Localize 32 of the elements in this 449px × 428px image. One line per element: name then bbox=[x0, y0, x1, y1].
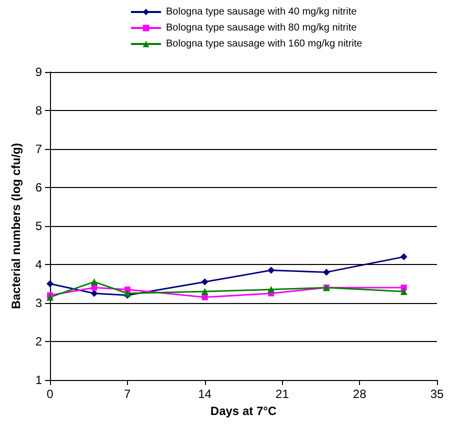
point bbox=[400, 253, 408, 260]
y-tick-label: 2 bbox=[35, 334, 42, 348]
y-tick-label: 1 bbox=[35, 373, 42, 387]
y-tick-label: 5 bbox=[35, 219, 42, 233]
point bbox=[46, 294, 54, 301]
point bbox=[201, 288, 208, 295]
point bbox=[46, 280, 54, 288]
x-tick-label: 14 bbox=[198, 387, 212, 401]
legend-label: Bologna type sausage with 40 mg/kg nitrite bbox=[166, 6, 358, 18]
y-axis-title: Bacterial numbers (log cfu/g) bbox=[9, 142, 23, 310]
y-tick-label: 4 bbox=[35, 258, 42, 272]
y-tick-label: 8 bbox=[35, 104, 42, 118]
point bbox=[400, 288, 408, 295]
x-tick-label: 21 bbox=[276, 387, 290, 401]
point bbox=[268, 266, 275, 274]
point bbox=[400, 284, 407, 291]
point bbox=[201, 278, 208, 286]
y-tick-label: 6 bbox=[35, 180, 42, 194]
point bbox=[90, 278, 98, 286]
x-tick-label: 7 bbox=[124, 387, 132, 401]
y-tick-label: 7 bbox=[35, 142, 42, 156]
legend-label: Bologna type sausage with 80 mg/kg nitrite bbox=[166, 22, 358, 34]
x-tick-label: 35 bbox=[430, 387, 444, 401]
point bbox=[268, 286, 275, 294]
point bbox=[90, 290, 98, 297]
x-tick-label: 28 bbox=[352, 387, 367, 401]
y-tick-label: 3 bbox=[35, 296, 42, 310]
x-tick-label: 0 bbox=[46, 387, 54, 401]
x-axis-title: Days at 7°C bbox=[210, 404, 277, 418]
legend-label: Bologna type sausage with 160 mg/kg nitrite bbox=[166, 38, 363, 50]
point bbox=[322, 268, 330, 276]
y-tick-label: 9 bbox=[35, 65, 42, 79]
